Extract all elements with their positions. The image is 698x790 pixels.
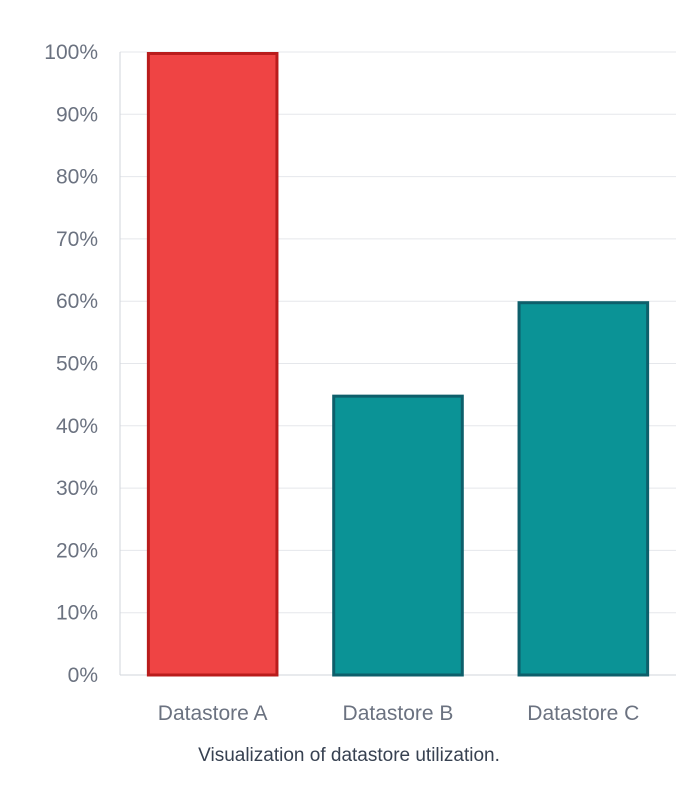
bar-datastore-c bbox=[517, 301, 650, 677]
y-tick-label: 10% bbox=[56, 602, 98, 625]
x-tick-label: Datastore B bbox=[343, 702, 454, 725]
y-axis-ticks: 0% 10% 20% 30% 40% 50% 60% 70% 80% 90% 100% bbox=[44, 41, 98, 687]
x-tick-label: Datastore C bbox=[527, 702, 639, 725]
y-tick-label: 100% bbox=[44, 41, 98, 64]
bar-datastore-b bbox=[332, 394, 464, 677]
bars bbox=[146, 52, 650, 677]
y-tick-label: 90% bbox=[56, 103, 98, 126]
bar-chart: 0% 10% 20% 30% 40% 50% 60% 70% 80% 90% 100% Datast… bbox=[44, 41, 676, 725]
y-tick-label: 70% bbox=[56, 228, 98, 251]
bar-datastore-a bbox=[146, 52, 279, 677]
y-tick-label: 40% bbox=[56, 415, 98, 438]
y-tick-label: 60% bbox=[56, 290, 98, 313]
chart-caption: Visualization of datastore utilization. bbox=[198, 745, 500, 766]
y-tick-label: 80% bbox=[56, 166, 98, 189]
y-tick-label: 0% bbox=[68, 664, 98, 687]
y-tick-label: 50% bbox=[56, 353, 98, 376]
x-axis-labels: Datastore A Datastore B Datastore C bbox=[158, 702, 640, 725]
y-tick-label: 20% bbox=[56, 539, 98, 562]
x-tick-label: Datastore A bbox=[158, 702, 268, 725]
y-tick-label: 30% bbox=[56, 477, 98, 500]
